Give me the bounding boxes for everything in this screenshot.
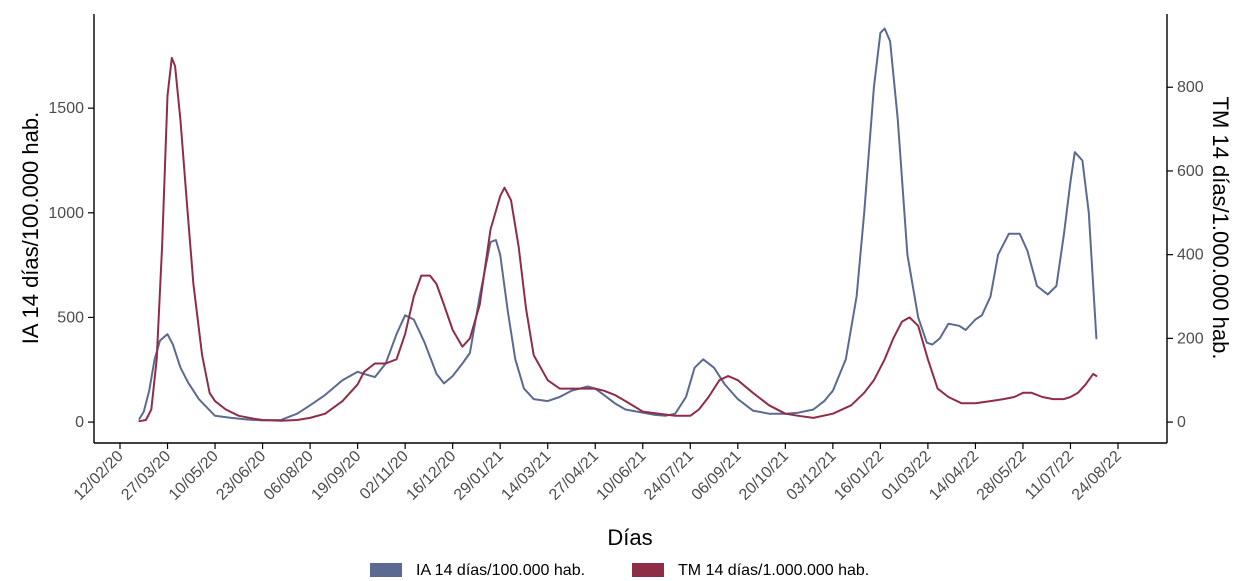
x-ticks: 12/02/2027/03/2010/05/2023/06/2006/08/20… [71,443,1125,504]
series-lines [138,27,1098,423]
x-tick-label: 27/04/21 [546,448,602,504]
x-axis-title: Días [607,525,652,550]
y-left-tick-label: 1500 [48,100,84,117]
x-tick-label: 27/03/20 [118,448,174,504]
plot-axes [93,14,1168,444]
series-line-ia [138,27,1098,422]
left-y-ticks: 0 500 1000 1500 [48,100,94,431]
series-line-tm [138,56,1098,423]
x-tick-label: 01/03/22 [879,448,935,504]
legend-label-tm: TM 14 días/1.000.000 hab. [678,562,869,579]
x-tick-label: 16/12/20 [403,448,459,504]
legend: IA 14 días/100.000 hab. TM 14 días/1.000… [370,562,869,579]
x-tick-label: 03/12/21 [784,448,840,504]
x-tick-label: 06/09/21 [689,448,745,504]
x-tick-label: 10/06/21 [594,448,650,504]
y-right-tick-label: 600 [1177,163,1204,180]
x-tick-label: 14/04/22 [926,448,982,504]
y-left-tick-label: 500 [57,309,84,326]
x-tick-label: 14/03/21 [498,448,554,504]
x-tick-label: 24/08/22 [1069,448,1125,504]
right-y-ticks: 0 200 400 600 800 [1167,79,1204,431]
x-tick-label: 24/07/21 [641,448,697,504]
legend-swatch-tm [632,563,664,577]
y-axis-right-title: TM 14 días/1.000.000 hab. [1208,97,1233,360]
x-tick-label: 28/05/22 [974,448,1030,504]
x-tick-label: 23/06/20 [213,448,269,504]
x-tick-label: 29/01/21 [451,448,507,504]
legend-swatch-ia [370,563,402,577]
x-tick-label: 02/11/20 [357,448,412,503]
y-left-tick-label: 0 [75,414,84,431]
x-tick-label: 12/02/20 [71,448,127,504]
y-left-tick-label: 1000 [48,205,84,222]
x-tick-label: 11/07/22 [1022,448,1077,503]
x-tick-label: 19/09/20 [308,448,364,504]
x-tick-label: 16/01/22 [831,448,887,504]
x-tick-label: 20/10/21 [736,448,792,504]
y-axis-left-title: IA 14 días/100.000 hab. [18,112,43,344]
legend-label-ia: IA 14 días/100.000 hab. [416,562,585,579]
x-tick-label: 10/05/20 [166,448,222,504]
y-right-tick-label: 200 [1177,330,1204,347]
y-right-tick-label: 400 [1177,247,1204,264]
y-right-tick-label: 800 [1177,79,1204,96]
y-right-tick-label: 0 [1177,414,1186,431]
x-tick-label: 06/08/20 [261,448,317,504]
